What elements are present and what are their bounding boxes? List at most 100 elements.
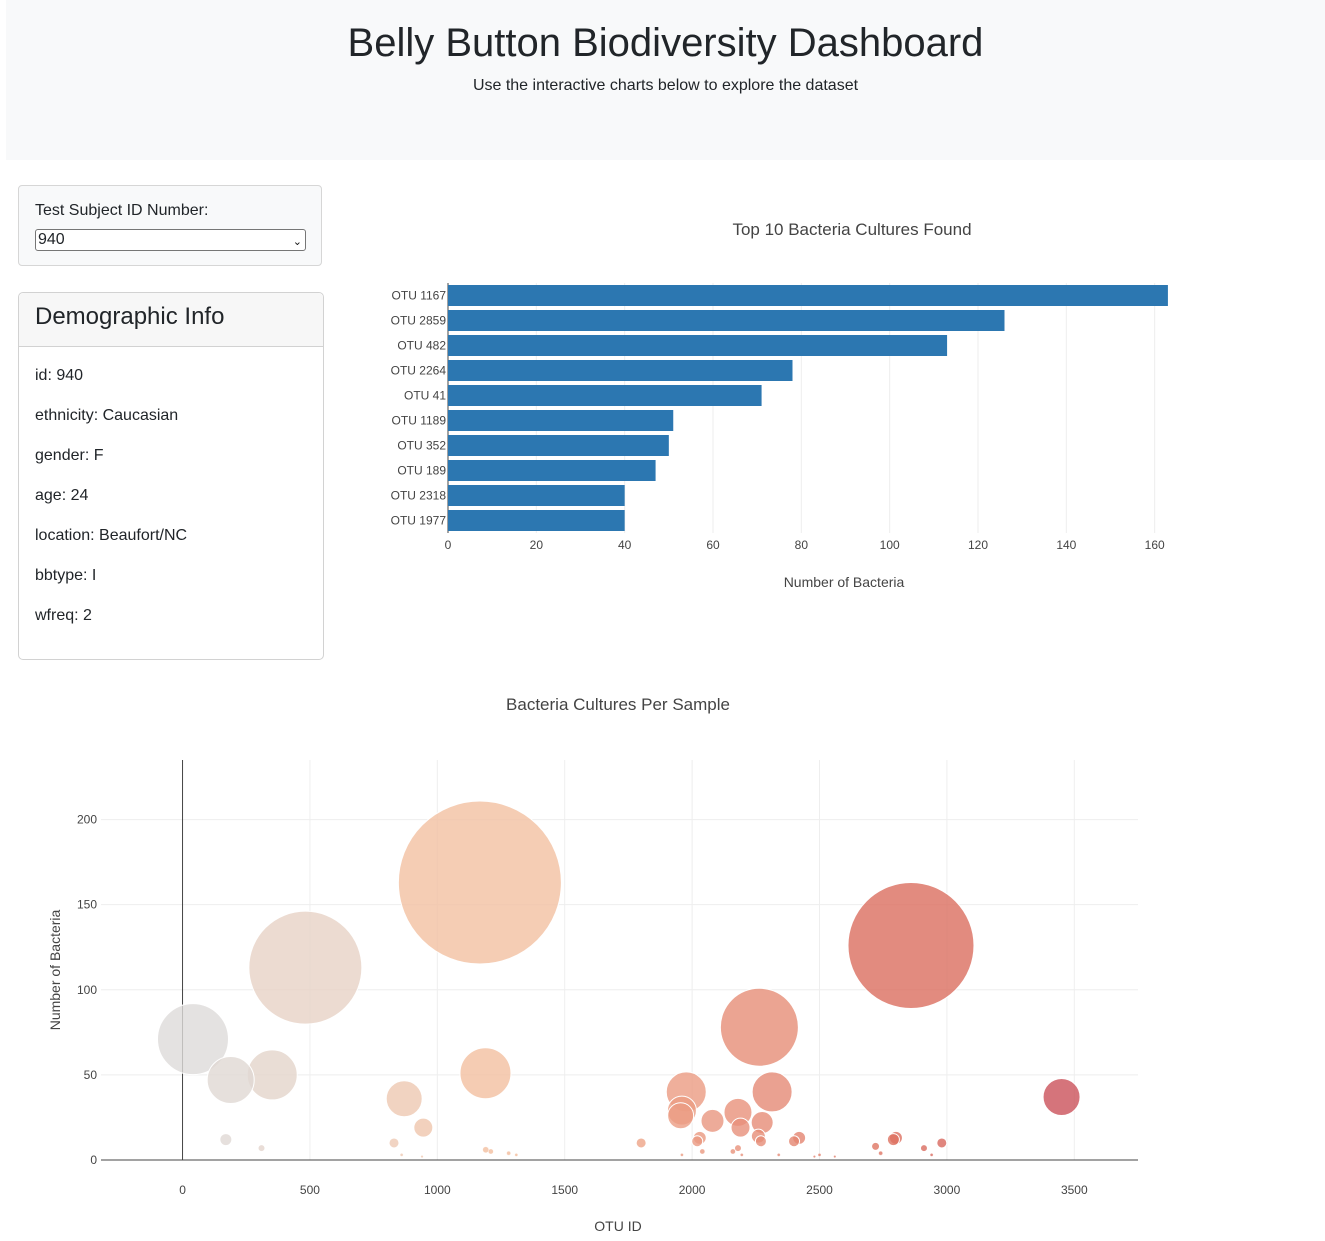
bar-category-label: OTU 1167 xyxy=(392,289,447,303)
bubble-point xyxy=(248,910,363,1025)
bubble-point xyxy=(413,1117,434,1138)
bubble-y-axis-title: Number of Bacteria xyxy=(47,909,63,1030)
bubble-point xyxy=(514,1153,518,1157)
bar-x-tick-label: 60 xyxy=(706,538,720,552)
bubble-point xyxy=(700,1108,725,1133)
demographic-info-header: Demographic Info xyxy=(19,293,323,347)
bar xyxy=(448,410,674,431)
bubble-point xyxy=(886,1133,900,1147)
bubble-point xyxy=(488,1148,494,1155)
bubble-point xyxy=(691,1135,704,1148)
subject-selector-panel: Test Subject ID Number: 940 ⌄ xyxy=(18,185,322,266)
bubble-point xyxy=(730,1117,751,1138)
bubble-y-tick-label: 150 xyxy=(77,898,97,912)
bar-category-label: OTU 352 xyxy=(397,439,446,453)
bubble-x-tick-label: 2500 xyxy=(806,1183,833,1197)
bubble-point xyxy=(833,1155,837,1158)
bar-category-label: OTU 482 xyxy=(397,339,446,353)
bar-x-tick-label: 140 xyxy=(1056,538,1076,552)
bubble-point xyxy=(699,1148,705,1155)
bar xyxy=(448,510,625,531)
bubble-point xyxy=(1042,1078,1081,1117)
bar-chart[interactable]: Top 10 Bacteria Cultures Found 0 20 40 60 80 1… xyxy=(360,195,1320,615)
bubble-point xyxy=(420,1155,424,1158)
bar-x-tick-label: 40 xyxy=(618,538,632,552)
bubble-point xyxy=(397,800,562,965)
bar-x-axis-title: Number of Bacteria xyxy=(784,574,905,590)
demographic-info-title: Demographic Info xyxy=(35,303,225,330)
bubble-point xyxy=(740,1153,744,1157)
bubble-point xyxy=(459,1047,512,1100)
bubble-point xyxy=(506,1151,511,1156)
bubble-x-tick-label: 2000 xyxy=(679,1183,706,1197)
bubble-point xyxy=(385,1080,423,1118)
bubble-point xyxy=(482,1146,489,1153)
bubble-y-tick-label: 100 xyxy=(77,983,97,997)
demographic-row-location: location: Beaufort/NC xyxy=(35,527,188,544)
bar-x-tick-label: 0 xyxy=(445,538,452,552)
demographic-row-gender: gender: F xyxy=(35,447,104,464)
bubble-point xyxy=(871,1141,881,1151)
bubble-point xyxy=(257,1144,266,1153)
chevron-down-icon: ⌄ xyxy=(292,236,302,248)
bubble-point xyxy=(719,987,799,1067)
demographic-row-age: age: 24 xyxy=(35,487,89,504)
demographic-info-panel: Demographic Info id: 940 ethnicity: Cauc… xyxy=(18,292,324,660)
bar-x-tick-label: 160 xyxy=(1145,538,1165,552)
demographic-row-ethnicity: ethnicity: Caucasian xyxy=(35,407,179,424)
bubble-point xyxy=(777,1153,781,1157)
bar xyxy=(448,385,762,406)
bar-category-label: OTU 41 xyxy=(404,389,446,403)
bubble-x-axis-title: OTU ID xyxy=(594,1218,641,1234)
bubble-point xyxy=(733,1144,742,1153)
bubble-point xyxy=(936,1137,948,1149)
bubble-point xyxy=(667,1102,695,1130)
bubble-point xyxy=(219,1133,233,1147)
bar-x-tick-label: 120 xyxy=(968,538,988,552)
bar-x-tick-label: 20 xyxy=(530,538,544,552)
bubble-point xyxy=(751,1071,793,1113)
page-title: Belly Button Biodiversity Dashboard xyxy=(347,21,984,65)
bubble-point xyxy=(754,1135,767,1148)
bubble-point xyxy=(817,1153,822,1157)
bubble-point xyxy=(919,1144,928,1153)
bubble-y-tick-label: 0 xyxy=(90,1153,97,1167)
bubble-x-tick-label: 500 xyxy=(300,1183,320,1197)
bar-category-label: OTU 2318 xyxy=(391,489,447,503)
bar xyxy=(448,335,948,356)
bar-x-tick-label: 80 xyxy=(795,538,809,552)
bubble-point xyxy=(813,1155,816,1158)
subject-id-select[interactable]: 940 ⌄ xyxy=(35,229,306,251)
bar xyxy=(448,435,669,456)
bubble-point xyxy=(847,882,975,1010)
bubble-point xyxy=(388,1137,400,1149)
bar xyxy=(448,460,656,481)
bubble-y-tick-label: 50 xyxy=(84,1068,98,1082)
bar-chart-title: Top 10 Bacteria Cultures Found xyxy=(732,220,971,239)
bubble-chart-title: Bacteria Cultures Per Sample xyxy=(506,695,730,714)
bar-x-tick-label: 100 xyxy=(880,538,900,552)
bubble-x-tick-label: 1000 xyxy=(424,1183,451,1197)
bubble-x-tick-label: 3500 xyxy=(1061,1183,1088,1197)
bubble-point xyxy=(400,1153,404,1157)
bubble-point xyxy=(635,1137,647,1149)
bubble-x-tick-label: 3000 xyxy=(934,1183,961,1197)
bubble-point xyxy=(206,1056,255,1104)
demographic-row-id: id: 940 xyxy=(35,367,84,384)
bubble-point xyxy=(680,1153,684,1157)
bubble-point xyxy=(929,1153,934,1157)
bubble-point xyxy=(246,1049,298,1101)
bubble-point xyxy=(788,1135,801,1148)
demographic-row-wfreq: wfreq: 2 xyxy=(35,607,92,624)
bubble-point xyxy=(730,1148,736,1155)
demographic-row-bbtype: bbtype: I xyxy=(35,567,97,584)
bubble-x-tick-label: 1500 xyxy=(551,1183,578,1197)
bar-category-label: OTU 2264 xyxy=(391,364,447,378)
bubble-y-tick-label: 200 xyxy=(77,813,97,827)
bubble-x-tick-label: 0 xyxy=(179,1183,186,1197)
bar xyxy=(448,310,1005,331)
bar xyxy=(448,285,1168,306)
bubble-point xyxy=(878,1151,883,1156)
bar xyxy=(448,360,793,381)
